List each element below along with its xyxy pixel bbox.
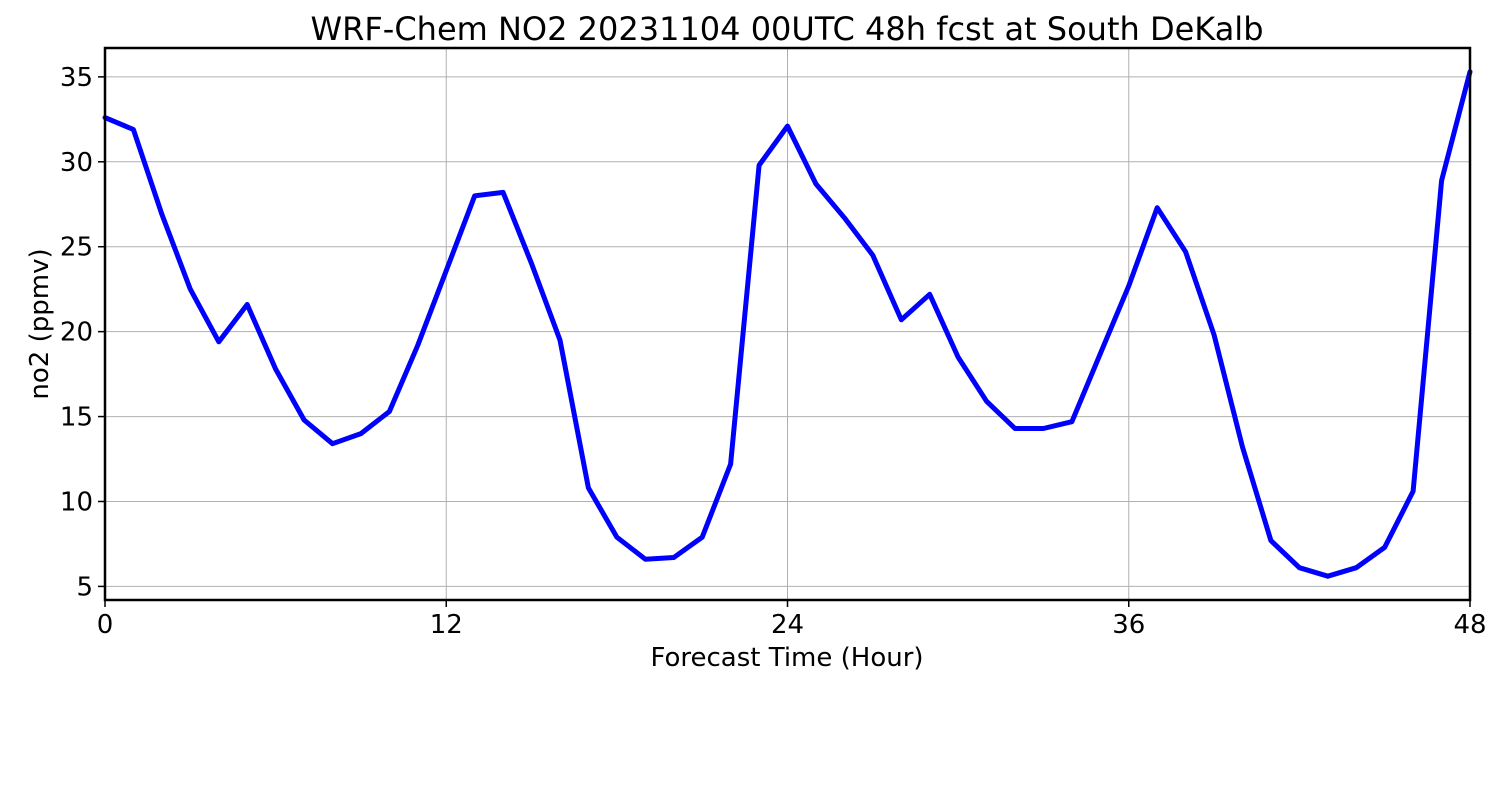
y-tick-label: 20 — [60, 318, 93, 348]
series-layer — [102, 69, 1473, 579]
x-tick-label: 0 — [97, 610, 114, 640]
x-axis-label: Forecast Time (Hour) — [650, 643, 923, 673]
y-tick-label: 10 — [60, 487, 93, 517]
y-axis: 5 10 15 20 25 30 35 — [60, 63, 105, 602]
x-tick-label: 12 — [430, 610, 463, 640]
x-tick-label: 48 — [1453, 610, 1486, 640]
y-tick-label: 25 — [60, 233, 93, 263]
y-tick-label: 5 — [76, 572, 93, 602]
x-axis: 0 12 24 36 48 — [97, 600, 1487, 640]
y-tick-label: 15 — [60, 403, 93, 433]
x-tick-label: 24 — [771, 610, 804, 640]
y-axis-label: no2 (ppmv) — [25, 248, 55, 399]
series-line — [102, 69, 1473, 579]
x-tick-label: 36 — [1112, 610, 1145, 640]
chart-title: WRF-Chem NO2 20231104 00UTC 48h fcst at … — [311, 10, 1264, 48]
y-tick-label: 35 — [60, 63, 93, 93]
y-tick-label: 30 — [60, 148, 93, 178]
